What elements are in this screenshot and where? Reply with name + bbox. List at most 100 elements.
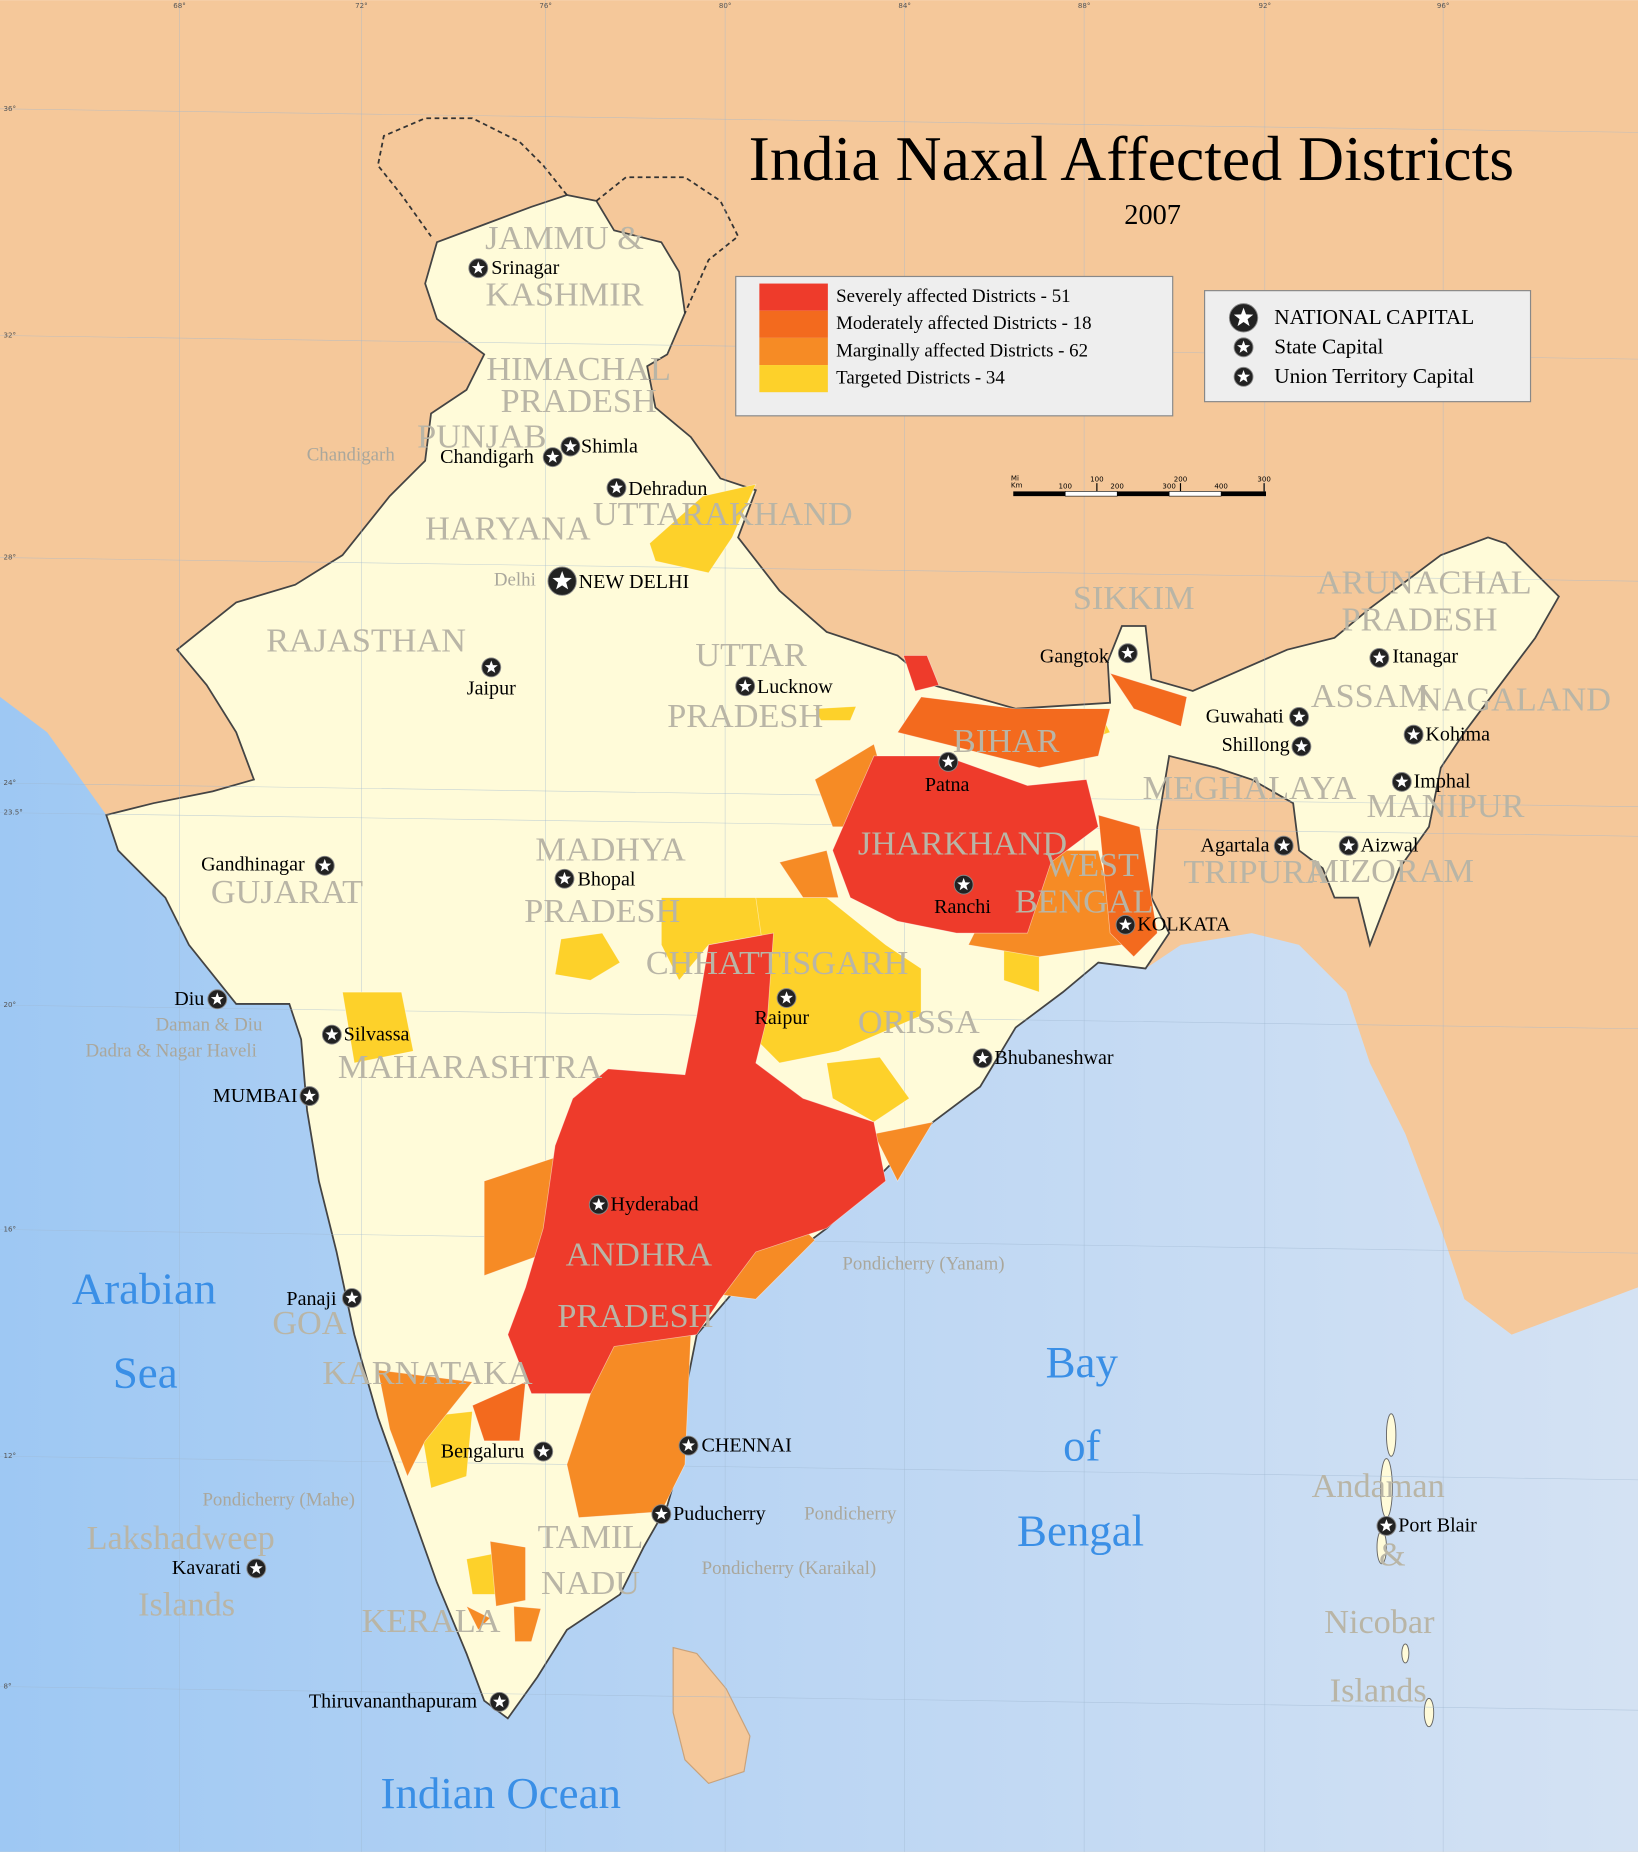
state-label: MEGHALAYA (1143, 769, 1357, 807)
parallel (0, 812, 1638, 837)
city-label: MUMBAI (213, 1085, 298, 1107)
andaman-islands (1376, 1413, 1435, 1728)
capital-star (1379, 1519, 1393, 1532)
city-label: Jaipur (467, 677, 516, 699)
latitude-label: 16° (4, 1225, 17, 1234)
state-label: PRADESH (501, 382, 657, 420)
scale-tick-label: 200 (1174, 475, 1188, 484)
district-zone (814, 705, 857, 721)
city-label: Panaji (286, 1288, 337, 1310)
capital-star (957, 877, 971, 891)
capital-star (941, 754, 955, 768)
state-label: TRIPURA (1183, 853, 1330, 891)
state-label: NADU (541, 1564, 640, 1602)
legend-swatch (759, 283, 828, 311)
state-label: MIZORAM (1308, 852, 1473, 890)
state-label: MADHYA (535, 831, 686, 869)
scale-unit: Km (1011, 480, 1023, 489)
state-label: KASHMIR (486, 276, 644, 314)
sri-lanka (672, 1646, 751, 1785)
capital-star (780, 991, 794, 1004)
sea-label: Bengal (1017, 1506, 1144, 1556)
latitude-label: 8° (4, 1682, 12, 1691)
state-label: JHARKHAND (858, 825, 1067, 863)
city-label: Aizwal (1360, 834, 1418, 856)
district-zone (1097, 814, 1158, 958)
legend-label: Severely affected Districts - 51 (836, 286, 1070, 307)
state-label: MANIPUR (1367, 787, 1525, 825)
capital-star (558, 871, 571, 885)
island-label: Islands (138, 1585, 235, 1623)
state-label: PRADESH (667, 697, 823, 735)
parallel (0, 557, 1638, 582)
scale-segment (1168, 491, 1222, 497)
state-label: UTTAR (695, 636, 807, 674)
scale-tick-label: 300 (1257, 475, 1271, 484)
capital-star (1121, 646, 1135, 659)
state-label: GOA (272, 1304, 346, 1342)
parallel (0, 782, 1638, 808)
capital-star (536, 1444, 550, 1458)
sea-label: Indian Ocean (381, 1768, 621, 1818)
district-zone (342, 991, 414, 1064)
capital-star (345, 1291, 359, 1304)
city-label: Bengaluru (441, 1440, 525, 1462)
island-label: Lakshadweep (87, 1519, 275, 1557)
capital-star (1407, 727, 1421, 741)
capital-star (592, 1197, 606, 1211)
state-label: ARUNACHAL (1317, 564, 1532, 602)
parallel (0, 108, 1638, 133)
capital-star (552, 571, 572, 590)
city-label: Shimla (581, 435, 638, 457)
state-label: BENGAL (1015, 883, 1154, 921)
legend-swatch (759, 365, 828, 393)
city-label: Silvassa (344, 1023, 410, 1045)
state-label: PUNJAB (417, 417, 546, 455)
longitude-label: 80° (719, 1, 732, 10)
capital-star (249, 1561, 263, 1574)
capital-star (563, 439, 577, 453)
capital-star (493, 1695, 507, 1708)
latitude-label: 20° (4, 1000, 17, 1009)
district-zone (465, 1605, 491, 1631)
scale-segment (1064, 491, 1118, 497)
district-zone (513, 1605, 542, 1643)
state-label: ASSAM (1311, 677, 1429, 715)
island-label: Nicobar (1324, 1603, 1435, 1641)
union-territory-label: Pondicherry (Yanam) (842, 1253, 1004, 1274)
scale-tick-label: 100 (1090, 475, 1104, 484)
labels: NEW DELHI Srinagar Shimla Chandigarh Dehradu… (72, 219, 1611, 1818)
city-label: Thiruvananthapuram (309, 1691, 478, 1713)
city-label: Kavarati (172, 1557, 241, 1579)
state-label: ORISSA (858, 1003, 980, 1041)
city-label: Dehradun (628, 478, 707, 500)
state-label: HARYANA (425, 509, 591, 547)
affected-districts (342, 483, 1188, 1643)
latitude-label: 24° (4, 778, 17, 787)
state-label: WEST (1046, 846, 1139, 884)
longitude-label: 76° (539, 1, 552, 10)
capital-legend: NATIONAL CAPITAL State Capital Union Terri… (1228, 303, 1474, 388)
legend-label: Marginally affected Districts - 62 (836, 340, 1088, 361)
map-subtitle: 2007 (1124, 200, 1181, 231)
latitude-label: 12° (4, 1451, 17, 1460)
scale-tick-label: 100 (1058, 482, 1072, 491)
city-label: Chandigarh (440, 446, 534, 468)
city-label: Diu (174, 988, 204, 1010)
union-territory-label: Pondicherry (Mahe) (202, 1489, 355, 1510)
island-label: Andaman (1312, 1467, 1445, 1505)
state-label: PRADESH (557, 1297, 713, 1335)
state-label: GUJARAT (211, 873, 363, 911)
legend-swatch (759, 310, 828, 338)
capital-legend-label: NATIONAL CAPITAL (1274, 305, 1474, 329)
capital-star (1237, 370, 1251, 383)
city-label: Hyderabad (611, 1193, 699, 1215)
state-label: KARNATAKA (322, 1354, 533, 1392)
city-label: Bhopal (577, 869, 635, 891)
state-label: NAGALAND (1417, 681, 1611, 719)
union-territory-label: Pondicherry (Karaikal) (702, 1558, 877, 1579)
legend-label: Targeted Districts - 34 (836, 368, 1005, 389)
union-territory-label: Dadra & Nagar Haveli (86, 1041, 257, 1062)
